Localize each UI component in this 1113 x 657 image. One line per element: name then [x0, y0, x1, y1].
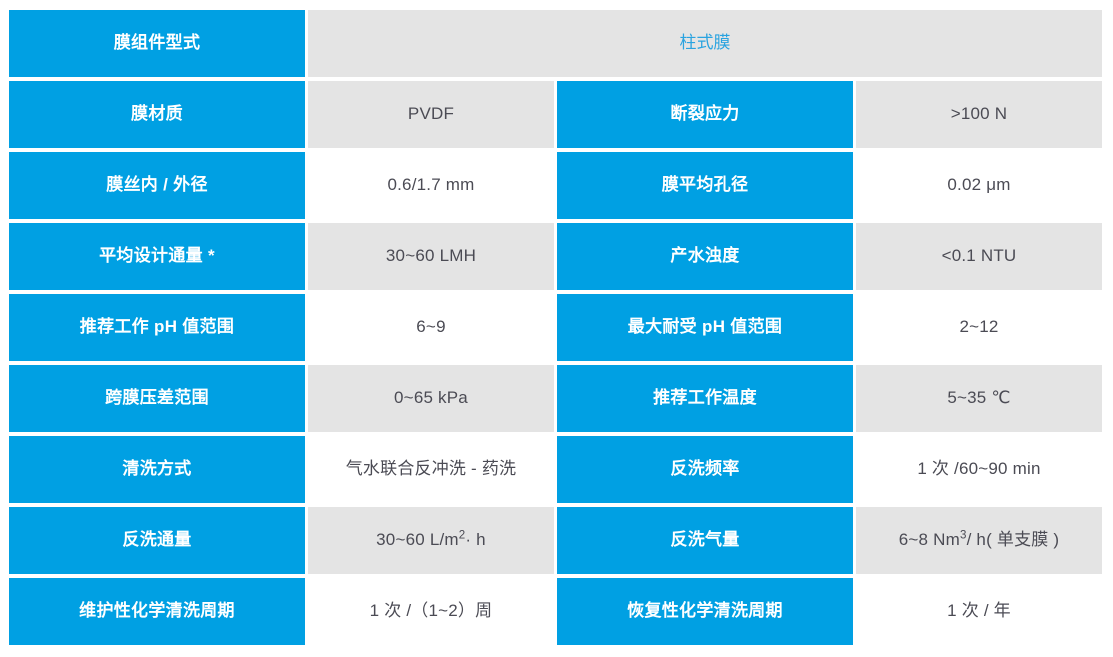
row-value-left: 30~60 LMH [308, 223, 554, 290]
row-value-left: 0~65 kPa [308, 365, 554, 432]
header-label-cell: 膜组件型式 [9, 10, 305, 77]
row-label-right: 最大耐受 pH 值范围 [557, 294, 853, 361]
table-row: 膜丝内 / 外径 0.6/1.7 mm 膜平均孔径 0.02 μm [9, 152, 1102, 219]
row-value-right: 0.02 μm [856, 152, 1102, 219]
table-row: 平均设计通量 * 30~60 LMH 产水浊度 <0.1 NTU [9, 223, 1102, 290]
row-value-right: <0.1 NTU [856, 223, 1102, 290]
row-label-left: 跨膜压差范围 [9, 365, 305, 432]
row-label-right: 膜平均孔径 [557, 152, 853, 219]
table-row: 清洗方式 气水联合反冲洗 - 药洗 反洗频率 1 次 /60~90 min [9, 436, 1102, 503]
row-label-left: 反洗通量 [9, 507, 305, 574]
row-value-right: 2~12 [856, 294, 1102, 361]
row-value-left: 0.6/1.7 mm [308, 152, 554, 219]
row-value-left: 1 次 /（1~2）周 [308, 578, 554, 645]
row-value-right: >100 N [856, 81, 1102, 148]
spec-table-body: 膜组件型式 柱式膜 膜材质 PVDF 断裂应力 >100 N 膜丝内 / 外径 … [9, 10, 1102, 645]
table-row: 维护性化学清洗周期 1 次 /（1~2）周 恢复性化学清洗周期 1 次 / 年 [9, 578, 1102, 645]
membrane-spec-table: 膜组件型式 柱式膜 膜材质 PVDF 断裂应力 >100 N 膜丝内 / 外径 … [6, 6, 1105, 649]
table-header-row: 膜组件型式 柱式膜 [9, 10, 1102, 77]
row-label-left: 平均设计通量 * [9, 223, 305, 290]
row-label-right: 反洗气量 [557, 507, 853, 574]
row-label-right: 断裂应力 [557, 81, 853, 148]
row-label-left: 维护性化学清洗周期 [9, 578, 305, 645]
row-value-left: 30~60 L/m2· h [308, 507, 554, 574]
row-label-left: 膜材质 [9, 81, 305, 148]
row-label-right: 反洗频率 [557, 436, 853, 503]
row-value-left: 6~9 [308, 294, 554, 361]
row-value-right: 1 次 / 年 [856, 578, 1102, 645]
row-label-right: 恢复性化学清洗周期 [557, 578, 853, 645]
table-row: 跨膜压差范围 0~65 kPa 推荐工作温度 5~35 ℃ [9, 365, 1102, 432]
row-value-right: 1 次 /60~90 min [856, 436, 1102, 503]
table-row: 推荐工作 pH 值范围 6~9 最大耐受 pH 值范围 2~12 [9, 294, 1102, 361]
table-row: 反洗通量 30~60 L/m2· h 反洗气量 6~8 Nm3/ h( 单支膜 … [9, 507, 1102, 574]
row-label-left: 推荐工作 pH 值范围 [9, 294, 305, 361]
row-label-left: 膜丝内 / 外径 [9, 152, 305, 219]
header-value-cell: 柱式膜 [308, 10, 1102, 77]
row-value-left: PVDF [308, 81, 554, 148]
row-label-right: 产水浊度 [557, 223, 853, 290]
row-label-left: 清洗方式 [9, 436, 305, 503]
row-value-right: 6~8 Nm3/ h( 单支膜 ) [856, 507, 1102, 574]
row-label-right: 推荐工作温度 [557, 365, 853, 432]
row-value-right: 5~35 ℃ [856, 365, 1102, 432]
row-value-left: 气水联合反冲洗 - 药洗 [308, 436, 554, 503]
table-row: 膜材质 PVDF 断裂应力 >100 N [9, 81, 1102, 148]
